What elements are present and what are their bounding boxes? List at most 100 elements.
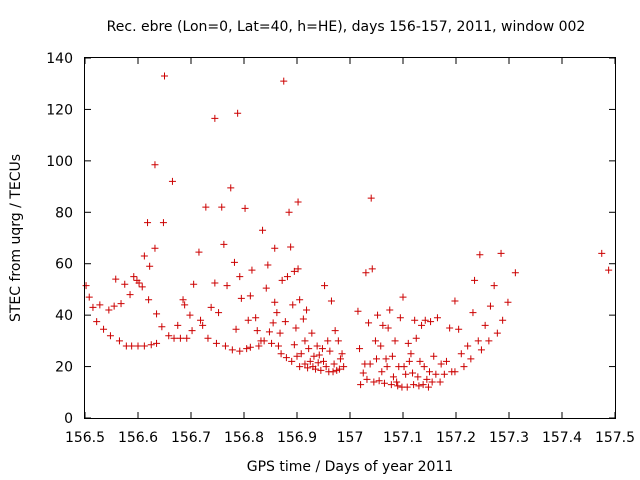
data-point (117, 300, 125, 308)
x-tick-label: 157 (337, 430, 364, 446)
data-point (110, 302, 118, 310)
data-point (410, 381, 418, 389)
data-point (93, 318, 101, 326)
data-point (243, 345, 251, 353)
data-point (370, 378, 378, 386)
data-point (290, 267, 298, 275)
data-point (288, 357, 296, 365)
data-point (277, 350, 285, 358)
data-point (278, 276, 286, 284)
data-point (388, 352, 396, 360)
data-point (476, 251, 484, 259)
data-point (285, 208, 293, 216)
data-point (301, 360, 309, 368)
y-tick-label: 140 (46, 51, 73, 67)
data-point (100, 325, 108, 333)
x-tick-label: 156.6 (118, 430, 158, 446)
data-point (374, 311, 382, 319)
data-point (362, 269, 370, 277)
data-point (161, 72, 168, 80)
data-point (283, 273, 291, 281)
data-point (146, 262, 154, 270)
data-point (400, 363, 408, 371)
data-point (407, 350, 415, 358)
data-point (253, 327, 261, 335)
data-point (112, 275, 120, 283)
data-point (281, 318, 289, 326)
y-axis-label: STEC from uqrg / TECUs (8, 154, 24, 322)
data-point (197, 316, 205, 324)
data-point (207, 303, 215, 311)
data-point (423, 375, 431, 383)
data-point (440, 370, 448, 378)
data-point (493, 329, 501, 337)
data-point (138, 283, 146, 291)
data-point (481, 321, 489, 329)
x-tick-label: 157.1 (383, 430, 423, 446)
data-point (153, 339, 161, 347)
data-point (188, 327, 196, 335)
data-point (326, 347, 334, 355)
data-point (212, 339, 220, 347)
data-point (241, 204, 249, 212)
data-point (416, 357, 424, 365)
data-point (153, 310, 161, 318)
data-point (329, 368, 337, 376)
data-point (211, 114, 219, 122)
data-point (134, 342, 142, 350)
data-point (485, 337, 493, 345)
x-tick-label: 156.7 (171, 430, 211, 446)
data-point (168, 177, 176, 185)
data-point (321, 282, 329, 290)
data-point (391, 337, 399, 345)
data-point (232, 325, 240, 333)
data-point (433, 314, 441, 322)
data-point (432, 370, 440, 378)
data-point (126, 291, 134, 299)
data-point (405, 357, 413, 365)
data-point (605, 266, 613, 274)
data-point (383, 363, 391, 371)
data-point (377, 342, 385, 350)
data-point (404, 339, 412, 347)
data-point (399, 293, 407, 301)
data-point (159, 219, 167, 227)
data-point (322, 363, 330, 371)
data-point (176, 334, 184, 342)
y-tick-label: 120 (46, 102, 73, 118)
data-point (174, 321, 182, 329)
data-point (179, 296, 187, 304)
data-point (336, 355, 344, 363)
data-point (227, 184, 235, 192)
data-point (430, 352, 438, 360)
data-point (393, 378, 401, 386)
data-point (262, 284, 270, 292)
data-point (195, 248, 203, 256)
data-point (365, 319, 373, 327)
data-point (234, 109, 242, 117)
data-point (357, 381, 365, 389)
data-point (89, 303, 97, 311)
data-point (165, 332, 173, 340)
data-point (356, 345, 364, 353)
data-point (366, 360, 374, 368)
data-point (464, 342, 472, 350)
data-point (268, 339, 276, 347)
data-point (415, 382, 423, 390)
axis-ticks: 156.5 156.6 156.7 156.8 156.9 157 157.1 157.2 15… (46, 51, 635, 446)
data-point (304, 364, 312, 372)
data-point (469, 309, 477, 317)
data-point (363, 375, 371, 383)
data-point (330, 360, 338, 368)
chart-title: Rec. ebre (Lon=0, Lat=40, h=HE), days 15… (107, 19, 586, 35)
data-point (296, 296, 304, 304)
data-point (306, 357, 314, 365)
data-point (437, 360, 445, 368)
y-tick-label: 60 (55, 257, 73, 273)
data-point (190, 280, 198, 288)
data-point (135, 279, 143, 287)
x-tick-label: 157.4 (542, 430, 582, 446)
data-point (324, 337, 332, 345)
data-point (223, 282, 231, 290)
data-point (457, 350, 465, 358)
